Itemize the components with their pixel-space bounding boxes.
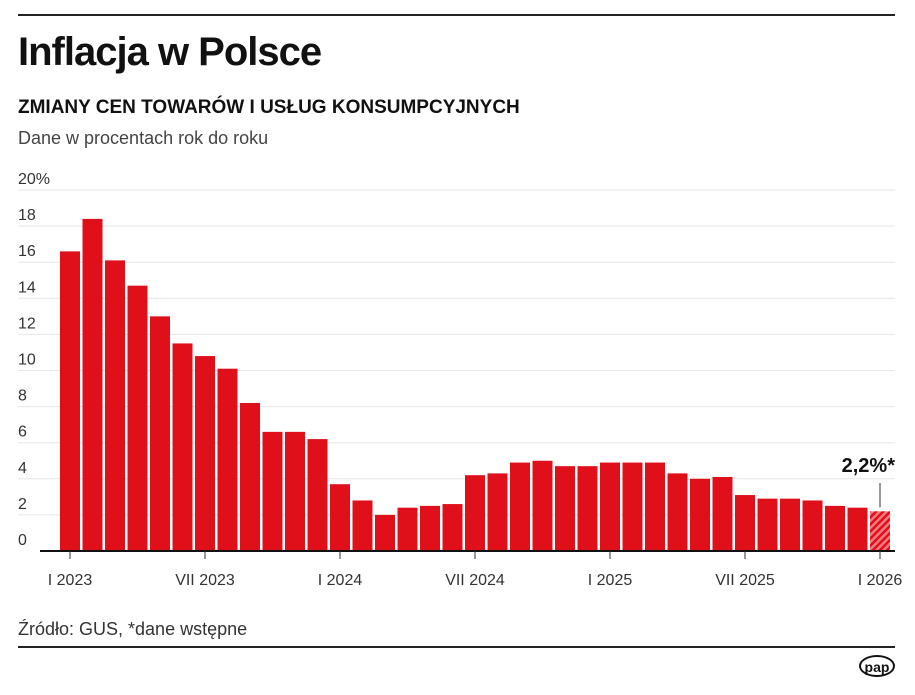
bar [105,260,125,551]
bar [847,507,868,551]
bar [510,462,530,551]
y-tick-label: 2 [18,496,27,513]
x-tick-label: VII 2023 [175,572,235,589]
bottom-rule [18,646,895,648]
y-tick-label: 20% [18,171,50,188]
bar [375,514,395,551]
bar [172,343,193,551]
bar [712,476,733,551]
y-tick-label: 8 [18,388,27,405]
x-tick-label: I 2026 [858,572,903,589]
bar [420,505,440,551]
bar [465,475,485,551]
page-title: Inflacja w Polsce [18,30,322,74]
bar [285,431,305,551]
x-tick-label: I 2024 [318,572,363,589]
bar [307,439,328,551]
y-tick-label: 12 [18,315,36,332]
x-tick-label: I 2023 [48,572,93,589]
source-note: Źródło: GUS, *dane wstępne [18,619,248,639]
bar [577,466,598,551]
value-annotation: 2,2%* [842,455,896,477]
units-note: Dane w procentach rok do roku [18,128,269,148]
y-tick-label: 0 [18,532,27,549]
bar [352,500,373,551]
top-rule [18,14,895,16]
bar-preliminary [870,511,890,551]
bar [532,460,553,551]
y-tick-label: 10 [18,352,36,369]
y-tick-label: 6 [18,424,27,441]
bar [240,402,260,551]
pap-logo: pap [859,655,895,677]
bar [802,500,823,551]
bar [645,462,665,551]
bar [127,285,148,551]
bar [330,484,350,551]
y-tick-label: 14 [18,279,36,296]
bar [735,495,755,551]
bar [60,251,80,551]
bar [487,473,508,551]
bar [667,473,688,551]
bar [780,498,800,551]
bar [555,466,575,551]
x-tick-label: VII 2025 [715,572,775,589]
y-tick-label: 18 [18,207,36,224]
bar [195,356,215,551]
bar [690,478,710,551]
bar [442,504,463,551]
bar [825,505,845,551]
x-tick-label: VII 2024 [445,572,505,589]
y-tick-label: 4 [18,460,27,477]
bar [262,431,283,551]
bar [397,507,418,551]
bar [757,498,778,551]
bar [150,316,170,551]
bar [217,368,238,551]
x-tick-label: I 2025 [588,572,633,589]
bar [622,462,643,551]
y-tick-label: 16 [18,243,36,260]
subtitle: ZMIANY CEN TOWARÓW I USŁUG KONSUMPCYJNYC… [18,97,520,118]
bar [600,462,620,551]
bar [82,218,103,551]
